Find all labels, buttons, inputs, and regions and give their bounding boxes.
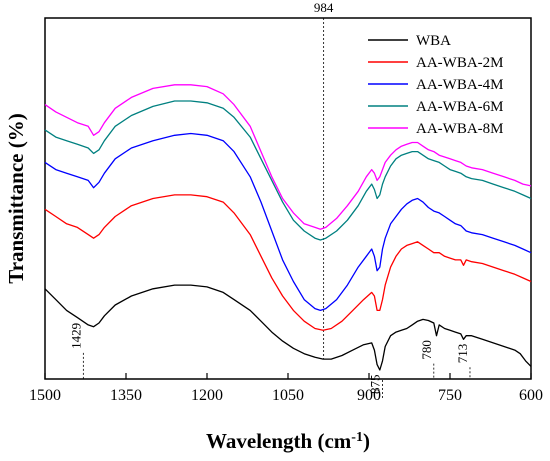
x-tick-label: 1050 xyxy=(272,387,304,404)
annotation-lines xyxy=(82,18,471,398)
series-line-4 xyxy=(44,100,532,241)
legend-label: WBA xyxy=(416,33,451,49)
legend: WBA AA-WBA-2M AA-WBA-4M AA-WBA-6M AA-WBA-8M xyxy=(368,33,504,137)
annotation-label: 780 xyxy=(419,340,434,360)
series-line-3 xyxy=(44,132,532,312)
x-tick-label: 900 xyxy=(357,387,381,404)
y-axis-title: Transmittance (%) xyxy=(4,113,28,284)
x-axis-title: Wavelength (cm-1) xyxy=(206,429,370,453)
series-lines xyxy=(44,84,532,371)
legend-label: AA-WBA-4M xyxy=(416,77,504,93)
annotation-label: 1429 xyxy=(68,323,83,349)
x-tick-label: 1200 xyxy=(191,387,223,404)
legend-label: AA-WBA-8M xyxy=(416,121,504,137)
series-line-2 xyxy=(44,194,532,331)
series-line-1 xyxy=(44,284,532,371)
x-tick-label: 1350 xyxy=(110,387,142,404)
x-axis-title-main: Wavelength (cm xyxy=(206,429,352,453)
x-tick-label: 1500 xyxy=(29,387,61,404)
x-axis-ticks: 1500 1350 1200 1050 900 750 600 xyxy=(29,373,543,404)
annotation-labels: 984 1429 875 780 713 xyxy=(68,0,470,394)
plot-area: 1500 1350 1200 1050 900 750 600 984 1429 875 780 7… xyxy=(29,0,543,404)
series-line-5 xyxy=(44,84,532,230)
legend-label: AA-WBA-2M xyxy=(416,55,504,71)
x-axis-title-sup: -1 xyxy=(351,430,363,445)
annotation-label: 713 xyxy=(455,344,470,364)
annotation-label: 984 xyxy=(314,0,334,15)
annotation-label: 875 xyxy=(368,374,383,394)
legend-label: AA-WBA-6M xyxy=(416,99,504,115)
x-axis-title-close: ) xyxy=(363,429,370,453)
x-tick-label: 600 xyxy=(519,387,543,404)
x-tick-label: 750 xyxy=(438,387,462,404)
plot-frame xyxy=(44,17,532,380)
